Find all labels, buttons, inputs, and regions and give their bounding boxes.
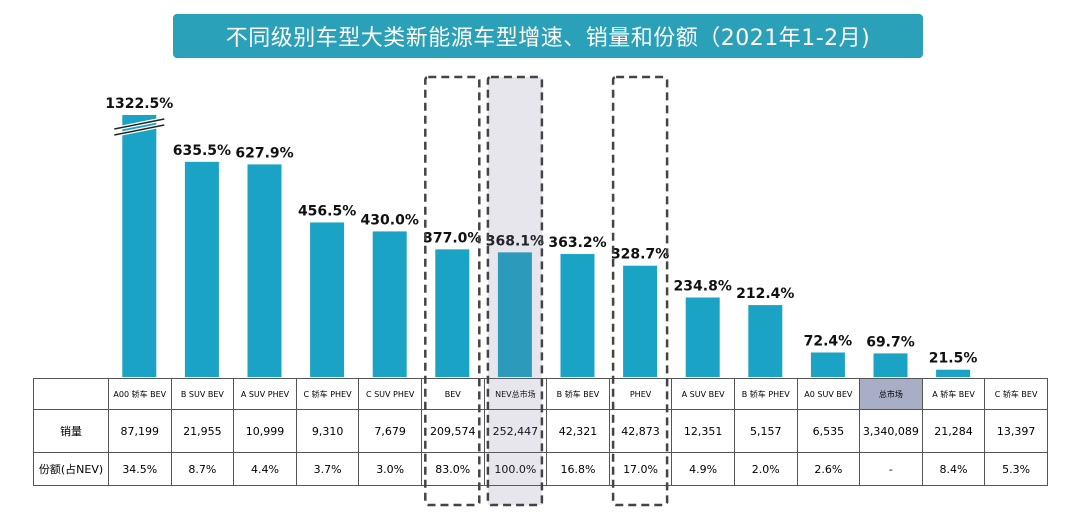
bar-11 bbox=[810, 352, 845, 377]
table-row-categories: A00 轿车 BEV B SUV BEV A SUV PHEV C 轿车 PHEV C … bbox=[33, 378, 1048, 410]
category-label-3: C 轿车 PHEV bbox=[295, 378, 360, 410]
share-cell-12: - bbox=[859, 452, 923, 486]
bar-1 bbox=[184, 161, 219, 377]
sales-cell-5: 209,574 bbox=[420, 409, 485, 453]
category-label-0: A00 轿车 BEV bbox=[108, 378, 172, 410]
bar-6 bbox=[497, 252, 532, 377]
bar-13 bbox=[936, 369, 971, 377]
share-cell-6: 100.0% bbox=[483, 452, 548, 486]
share-cell-10: 2.0% bbox=[733, 452, 798, 486]
table-corner-cell bbox=[33, 378, 109, 410]
share-cell-8: 17.0% bbox=[608, 452, 673, 486]
value-label-6: 368.1% bbox=[486, 233, 544, 249]
sales-cell-8: 42,873 bbox=[608, 409, 673, 453]
bar-8 bbox=[623, 265, 658, 377]
sales-cell-10: 5,157 bbox=[733, 409, 798, 453]
sales-cell-7: 42,321 bbox=[546, 409, 610, 453]
value-label-13: 21.5% bbox=[929, 351, 978, 367]
share-cell-0: 34.5% bbox=[108, 452, 172, 486]
category-label-5: BEV bbox=[420, 378, 485, 410]
value-label-1: 635.5% bbox=[173, 143, 231, 159]
share-cell-5: 83.0% bbox=[420, 452, 485, 486]
sales-cell-3: 9,310 bbox=[295, 409, 360, 453]
share-cell-13: 8.4% bbox=[921, 452, 986, 486]
bar-3 bbox=[310, 222, 345, 377]
value-label-4: 430.0% bbox=[361, 212, 419, 228]
value-label-5: 377.0% bbox=[423, 230, 481, 246]
bar-0 bbox=[122, 115, 157, 377]
share-cell-9: 4.9% bbox=[671, 452, 735, 486]
bar-5 bbox=[435, 249, 470, 377]
category-label-4: C SUV PHEV bbox=[358, 378, 422, 410]
sales-cell-9: 12,351 bbox=[671, 409, 735, 453]
share-cell-2: 4.4% bbox=[233, 452, 297, 486]
category-label-10: B 轿车 PHEV bbox=[733, 378, 798, 410]
table-row-share: 份额(占NEV) 34.5% 8.7% 4.4% 3.7% 3.0% 83.0% 100.0%… bbox=[33, 452, 1048, 486]
category-label-14: C 轿车 BEV bbox=[984, 378, 1048, 410]
bar-12 bbox=[873, 353, 908, 377]
value-label-10: 212.4% bbox=[736, 286, 794, 302]
value-labels-layer: 1322.5% 635.5% 627.9% 456.5% 430.0%377.0% 368… bbox=[105, 96, 977, 367]
category-label-13: A 轿车 BEV bbox=[921, 378, 986, 410]
category-label-9: A SUV BEV bbox=[671, 378, 735, 410]
value-label-2: 627.9% bbox=[235, 145, 293, 161]
bar-2 bbox=[247, 164, 282, 377]
share-cell-3: 3.7% bbox=[295, 452, 360, 486]
sales-cell-13: 21,284 bbox=[921, 409, 986, 453]
share-cell-14: 5.3% bbox=[984, 452, 1048, 486]
bar-7 bbox=[560, 254, 595, 377]
axis-break-marker bbox=[113, 117, 165, 137]
sales-cell-1: 21,955 bbox=[170, 409, 235, 453]
share-cell-1: 8.7% bbox=[170, 452, 235, 486]
value-label-12: 69.7% bbox=[866, 334, 915, 350]
value-label-0: 1322.5% bbox=[105, 96, 173, 112]
row-label-share: 份额(占NEV) bbox=[33, 452, 109, 486]
table-row-sales: 销量 87,199 21,955 10,999 9,310 7,679 209,574 252… bbox=[33, 409, 1048, 453]
bar-10 bbox=[748, 305, 783, 377]
chart-title: 不同级别车型大类新能源车型增速、销量和份额（2021年1-2月) bbox=[173, 14, 923, 58]
value-label-8: 328.7% bbox=[611, 247, 669, 263]
sales-cell-14: 13,397 bbox=[984, 409, 1048, 453]
sales-cell-4: 7,679 bbox=[358, 409, 422, 453]
bar-4 bbox=[372, 231, 407, 377]
category-label-1: B SUV BEV bbox=[170, 378, 235, 410]
value-label-7: 363.2% bbox=[548, 235, 606, 251]
share-cell-7: 16.8% bbox=[546, 452, 610, 486]
row-label-sales: 销量 bbox=[33, 409, 109, 453]
share-cell-4: 3.0% bbox=[358, 452, 422, 486]
sales-cell-6: 252,447 bbox=[483, 409, 548, 453]
sales-cell-0: 87,199 bbox=[108, 409, 172, 453]
sales-cell-12: 3,340,089 bbox=[859, 409, 923, 453]
sales-cell-2: 10,999 bbox=[233, 409, 297, 453]
data-table: A00 轿车 BEV B SUV BEV A SUV PHEV C 轿车 PHEV C … bbox=[33, 378, 1048, 486]
category-label-12: 总市场 bbox=[859, 378, 923, 410]
category-label-6: NEV总市场 bbox=[483, 378, 548, 410]
category-label-2: A SUV PHEV bbox=[233, 378, 297, 410]
sales-cell-11: 6,535 bbox=[796, 409, 861, 453]
value-label-9: 234.8% bbox=[674, 279, 732, 295]
bar-chart: 1322.5% 635.5% 627.9% 456.5% 430.0%377.0% 368… bbox=[105, 96, 977, 377]
share-cell-11: 2.6% bbox=[796, 452, 861, 486]
bar-9 bbox=[685, 297, 720, 377]
category-label-11: A0 SUV BEV bbox=[796, 378, 861, 410]
category-label-8: PHEV bbox=[608, 378, 673, 410]
category-label-7: B 轿车 BEV bbox=[546, 378, 610, 410]
value-label-3: 456.5% bbox=[298, 203, 356, 219]
value-label-11: 72.4% bbox=[804, 333, 853, 349]
